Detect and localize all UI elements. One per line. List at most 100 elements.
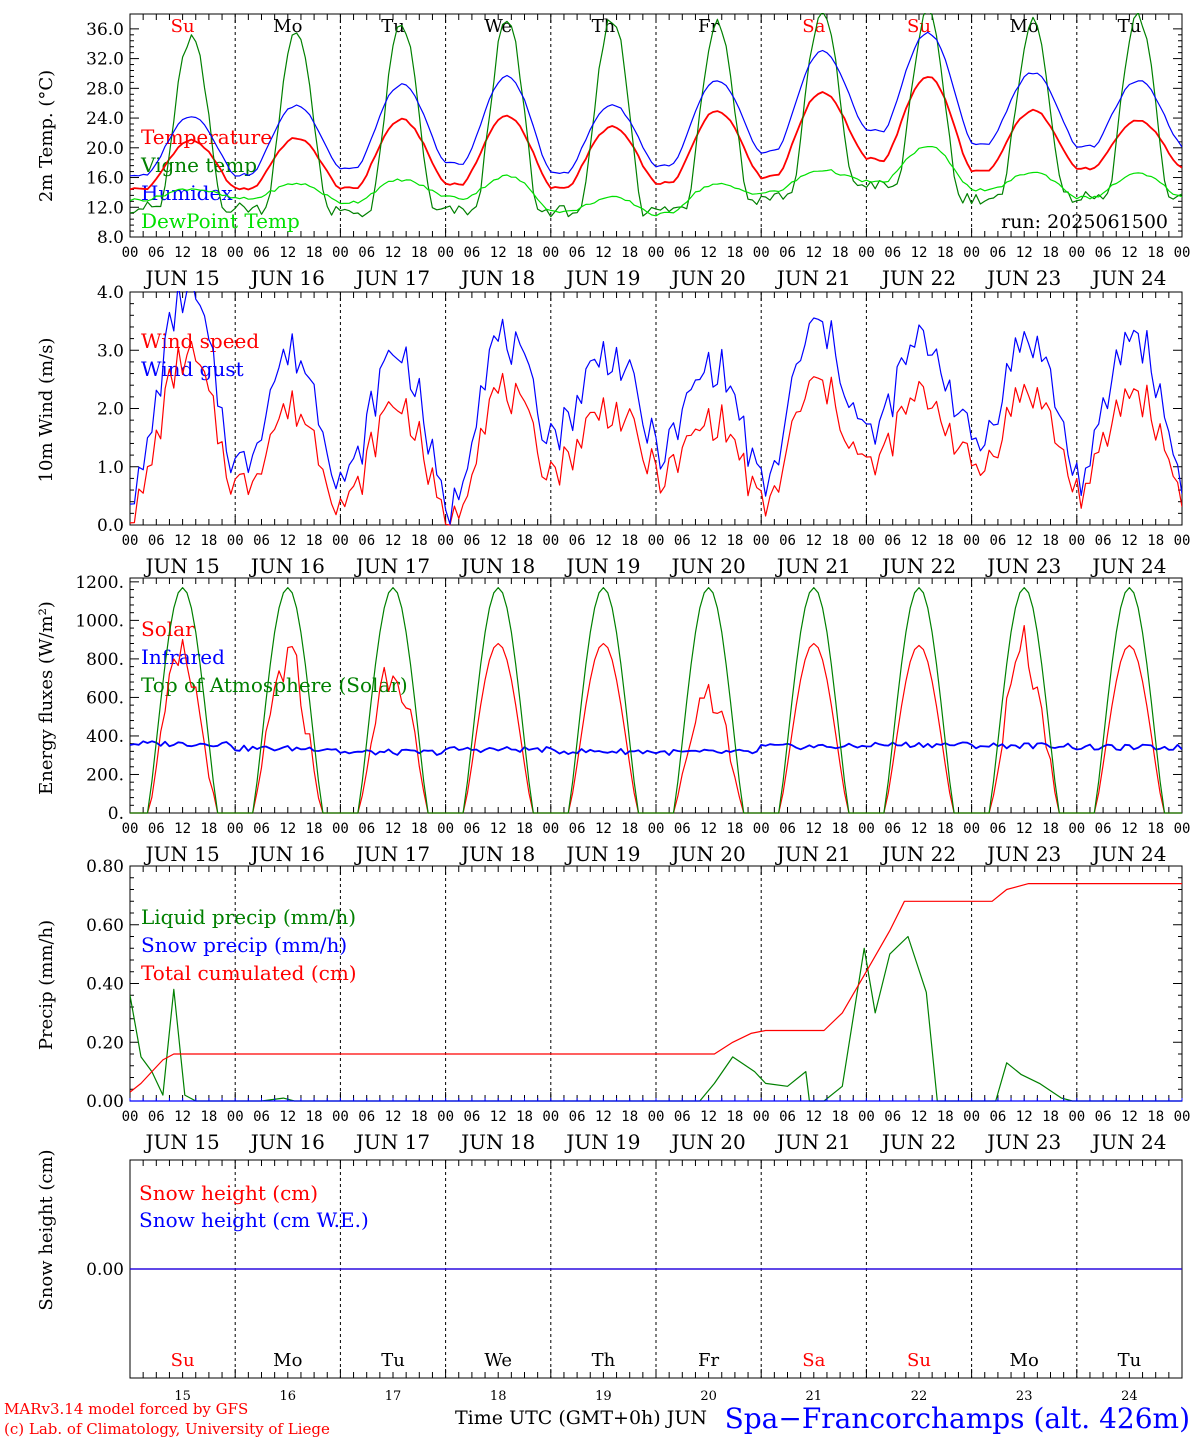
hour-tick-label: 06 bbox=[569, 245, 586, 261]
hour-tick-label: 18 bbox=[937, 821, 954, 837]
day-number-label: 23 bbox=[1016, 1389, 1033, 1404]
y-tick-label: 1.0 bbox=[97, 458, 124, 478]
hour-tick-label: 18 bbox=[411, 1109, 428, 1125]
hour-tick-label: 06 bbox=[569, 1109, 586, 1125]
date-label: JUN 15 bbox=[144, 1130, 220, 1154]
hour-tick-label: 18 bbox=[306, 821, 323, 837]
series-line-infrared bbox=[130, 740, 1182, 756]
hour-tick-label: 18 bbox=[1042, 1109, 1059, 1125]
hour-tick-label: 06 bbox=[989, 1109, 1006, 1125]
weekday-label: Tu bbox=[1118, 1350, 1142, 1371]
y-tick-label: 4.0 bbox=[97, 283, 124, 303]
hour-tick-label: 00 bbox=[437, 821, 454, 837]
hour-tick-label: 12 bbox=[700, 533, 717, 549]
date-label: JUN 23 bbox=[985, 554, 1061, 578]
weekday-label: Su bbox=[907, 1350, 931, 1371]
weekday-label: Mo bbox=[1010, 1350, 1039, 1371]
hour-tick-label: 12 bbox=[1121, 821, 1138, 837]
hour-tick-label: 06 bbox=[358, 245, 375, 261]
hour-tick-label: 18 bbox=[621, 1109, 638, 1125]
y-axis-label: Energy fluxes (W/m²) bbox=[36, 601, 57, 795]
hour-tick-label: 06 bbox=[674, 245, 691, 261]
hour-tick-label: 00 bbox=[227, 821, 244, 837]
station-label: Spa−Francorchamps (alt. 426m) bbox=[725, 1402, 1190, 1435]
y-tick-label: 2.0 bbox=[97, 400, 124, 420]
hour-tick-label: 12 bbox=[805, 245, 822, 261]
hour-tick-label: 06 bbox=[779, 1109, 796, 1125]
day-number-label: 21 bbox=[806, 1389, 823, 1404]
series-line-dewpoint-temp bbox=[130, 146, 1182, 217]
hour-tick-label: 00 bbox=[858, 533, 875, 549]
hour-tick-label: 00 bbox=[227, 245, 244, 261]
date-label: JUN 16 bbox=[249, 554, 325, 578]
hour-tick-label: 06 bbox=[674, 533, 691, 549]
legend-entry: Total cumulated (cm) bbox=[141, 961, 357, 985]
hour-tick-label: 06 bbox=[463, 245, 480, 261]
run-label: run: 2025061500 bbox=[1001, 211, 1168, 233]
date-label: JUN 24 bbox=[1090, 554, 1166, 578]
y-tick-label: 8.0 bbox=[97, 228, 124, 248]
hour-tick-label: 06 bbox=[569, 533, 586, 549]
y-tick-label: 1200. bbox=[75, 573, 124, 593]
y-axis-label: Snow height (cm) bbox=[36, 1149, 57, 1310]
hour-tick-label: 18 bbox=[726, 533, 743, 549]
date-label: JUN 18 bbox=[459, 842, 535, 866]
legend-entry: Snow height (cm) bbox=[139, 1181, 318, 1205]
hour-tick-label: 06 bbox=[1095, 1109, 1112, 1125]
date-label: JUN 21 bbox=[775, 1130, 851, 1154]
hour-tick-label: 12 bbox=[805, 533, 822, 549]
y-axis-label: 10m Wind (m/s) bbox=[36, 338, 57, 483]
hour-tick-label: 06 bbox=[148, 533, 165, 549]
weekday-label: Fr bbox=[698, 16, 719, 37]
y-tick-label: 0.0 bbox=[97, 516, 124, 536]
hour-tick-label: 12 bbox=[279, 533, 296, 549]
hour-tick-label: 12 bbox=[1121, 245, 1138, 261]
weekday-label: Fr bbox=[698, 1350, 719, 1371]
hour-tick-label: 06 bbox=[463, 821, 480, 837]
date-label: JUN 23 bbox=[985, 266, 1061, 290]
hour-tick-label: 18 bbox=[516, 1109, 533, 1125]
weekday-label: Th bbox=[592, 1350, 616, 1371]
hour-tick-label: 12 bbox=[595, 821, 612, 837]
hour-tick-label: 00 bbox=[1068, 1109, 1085, 1125]
hour-tick-label: 12 bbox=[490, 533, 507, 549]
hour-tick-label: 18 bbox=[200, 245, 217, 261]
day-number-label: 18 bbox=[490, 1389, 507, 1404]
y-tick-label: 32.0 bbox=[86, 50, 124, 70]
legend-entry: Snow precip (mm/h) bbox=[141, 933, 347, 957]
hour-tick-label: 06 bbox=[358, 533, 375, 549]
day-number-label: 20 bbox=[700, 1389, 717, 1404]
hour-tick-label: 12 bbox=[595, 1109, 612, 1125]
date-label: JUN 15 bbox=[144, 842, 220, 866]
weekday-label: Th bbox=[592, 16, 616, 37]
hour-tick-label: 12 bbox=[490, 245, 507, 261]
hour-tick-label: 18 bbox=[200, 533, 217, 549]
y-tick-label: 0.60 bbox=[86, 916, 124, 936]
hour-tick-label: 00 bbox=[122, 245, 139, 261]
series-line-temperature bbox=[130, 76, 1182, 191]
hour-tick-label: 12 bbox=[1016, 1109, 1033, 1125]
date-label: JUN 19 bbox=[564, 842, 640, 866]
series-line-top-of-atmosphere-solar bbox=[130, 586, 1182, 814]
hour-tick-label: 12 bbox=[700, 1109, 717, 1125]
y-tick-label: 0.40 bbox=[86, 975, 124, 995]
hour-tick-label: 12 bbox=[911, 821, 928, 837]
date-label: JUN 19 bbox=[564, 266, 640, 290]
hour-tick-label: 18 bbox=[726, 821, 743, 837]
hour-tick-label: 00 bbox=[1174, 245, 1191, 261]
hour-tick-label: 18 bbox=[832, 1109, 849, 1125]
hour-tick-label: 12 bbox=[279, 1109, 296, 1125]
hour-tick-label: 12 bbox=[174, 1109, 191, 1125]
x-axis-label: Time UTC (GMT+0h) JUN bbox=[455, 1407, 707, 1429]
hour-tick-label: 12 bbox=[1016, 245, 1033, 261]
hour-tick-label: 18 bbox=[1042, 821, 1059, 837]
hour-tick-label: 18 bbox=[411, 821, 428, 837]
hour-tick-label: 12 bbox=[805, 1109, 822, 1125]
hour-tick-label: 06 bbox=[148, 821, 165, 837]
hour-tick-label: 12 bbox=[385, 533, 402, 549]
hour-tick-label: 06 bbox=[989, 533, 1006, 549]
legend-entry: Wind speed bbox=[141, 329, 259, 353]
legend-entry: Wind gust bbox=[141, 357, 244, 381]
